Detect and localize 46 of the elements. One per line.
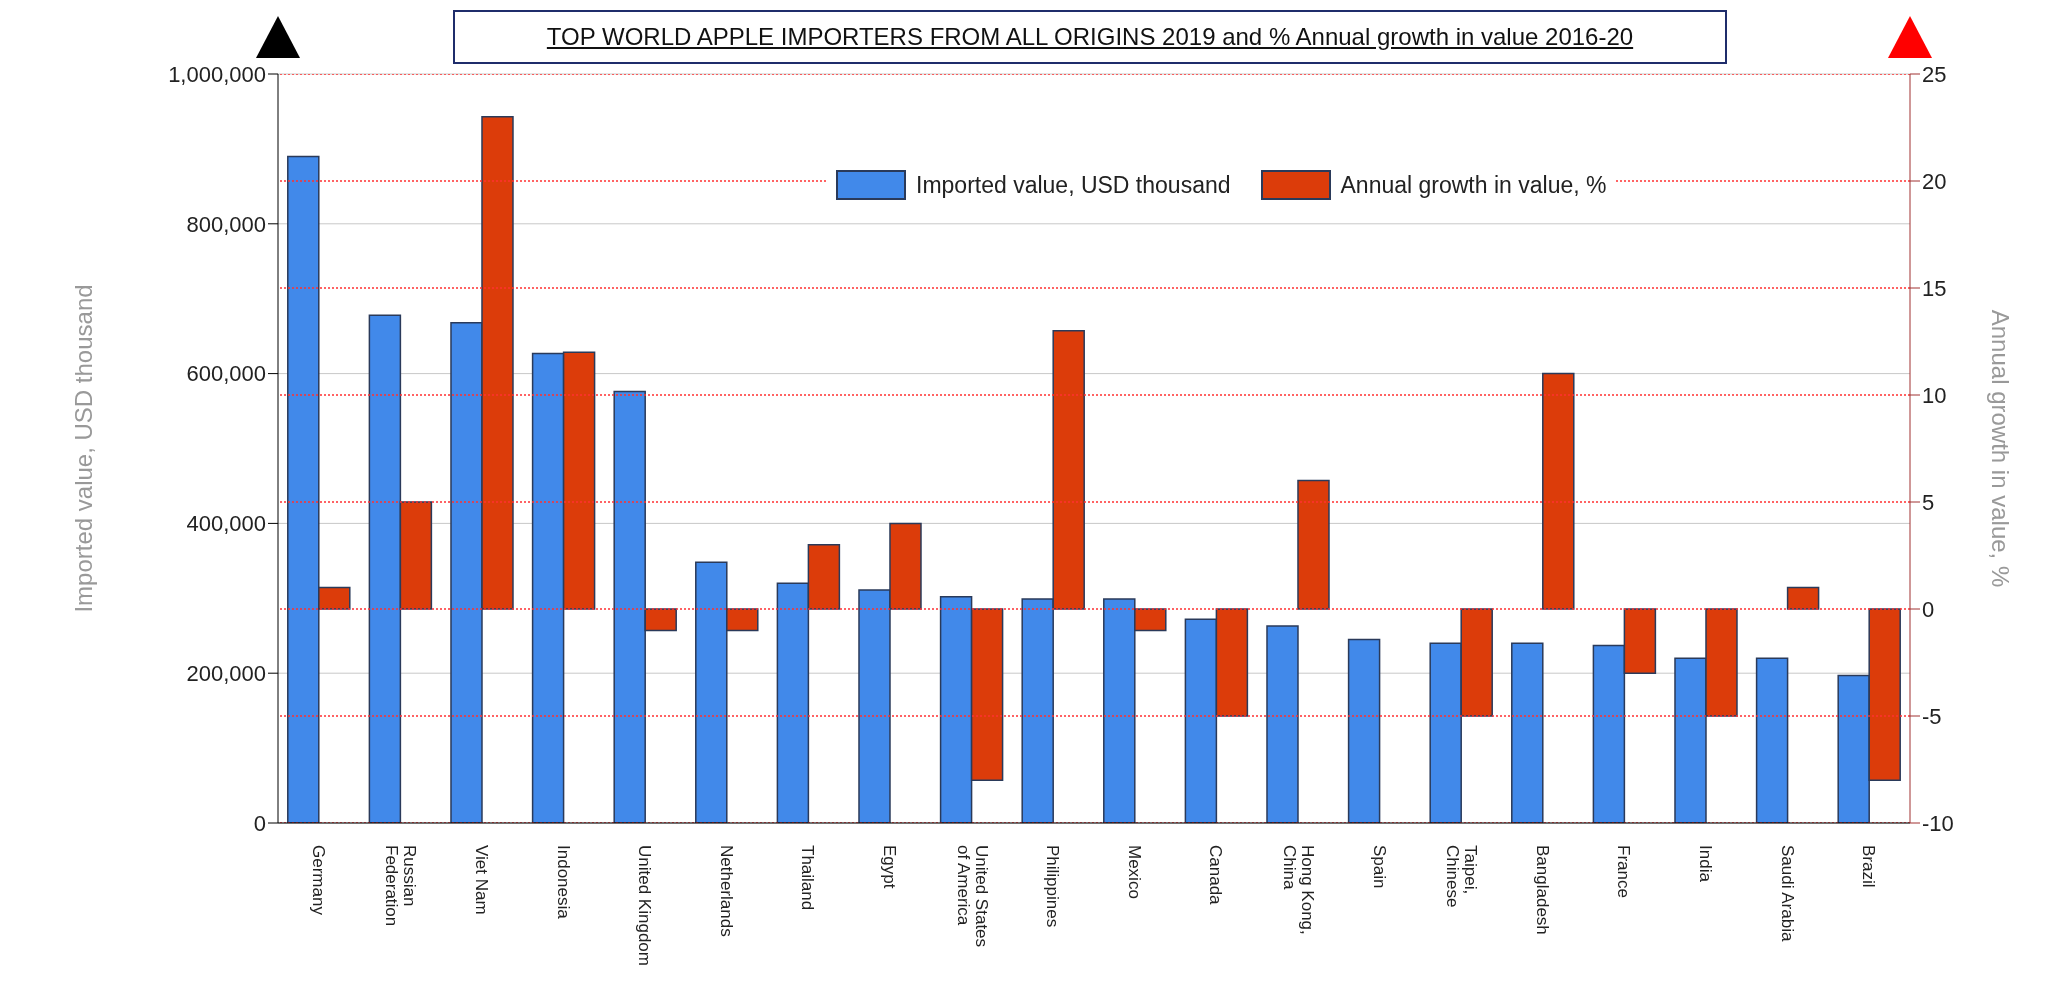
bar — [1297, 479, 1330, 610]
x-tick-label: Netherlands — [716, 845, 736, 937]
chart-title: TOP WORLD APPLE IMPORTERS FROM ALL ORIGINS 2019 and % Annual growth in value 2016-20 — [453, 10, 1727, 64]
y-tick-label: 800,000 — [186, 211, 266, 237]
x-tick-label: Germany — [308, 845, 328, 916]
bar — [1542, 372, 1575, 610]
x-tick-label: Canada — [1206, 845, 1226, 906]
y2-tick-label: 10 — [1922, 382, 1947, 408]
bar — [1786, 586, 1820, 610]
bar — [1511, 642, 1544, 823]
x-tick-label: Brazil — [1859, 845, 1879, 888]
y2-tick-label: 25 — [1922, 61, 1947, 87]
y2-tick-label: 5 — [1922, 489, 1935, 515]
x-tick-label: Thailand — [798, 845, 818, 911]
y-tick-label: 1,000,000 — [168, 61, 266, 87]
y-tick-label: 400,000 — [186, 511, 266, 537]
y2-tick-label: 0 — [1922, 596, 1935, 622]
y-tick-label: 600,000 — [186, 361, 266, 387]
x-tick-label: Taipei, Chinese — [1443, 845, 1481, 908]
x-tick-label: Spain — [1369, 845, 1389, 889]
y2-tick-label: -5 — [1922, 703, 1942, 729]
x-tick-label: United States of America — [953, 845, 991, 948]
y-axis-title: Imported value, USD thousand — [69, 284, 97, 613]
y2-tick-label: 20 — [1922, 168, 1947, 194]
x-tick-label: Indonesia — [553, 845, 573, 920]
bar — [1347, 638, 1381, 823]
y-tick-label: 0 — [253, 810, 266, 836]
x-tick-label: India — [1696, 845, 1715, 883]
x-tick-label: France — [1614, 845, 1634, 898]
x-tick-label: Hong Kong, China — [1280, 845, 1317, 935]
x-tick-label: Egypt — [880, 845, 899, 889]
bar — [1266, 625, 1299, 823]
x-tick-label: Mexico — [1124, 845, 1144, 899]
y2-tick-label: 15 — [1922, 275, 1947, 301]
bar — [1755, 657, 1789, 823]
x-tick-label: Saudi Arabia — [1777, 845, 1797, 942]
x-tick-label: Bangladesh — [1532, 845, 1552, 935]
legend-label: Annual growth in value, % — [1340, 171, 1607, 199]
y2-tick-label: -10 — [1922, 810, 1954, 836]
x-tick-label: United Kingdom — [635, 845, 655, 966]
legend-label: Imported value, USD thousand — [916, 171, 1231, 199]
x-tick-label: Viet Nam — [472, 845, 491, 915]
x-tick-label: Russian Federation — [382, 845, 420, 927]
x-tick-label: Philippines — [1043, 845, 1063, 928]
y2-axis-title: Annual growth in value, % — [1987, 309, 2015, 588]
y-tick-label: 200,000 — [186, 661, 266, 687]
